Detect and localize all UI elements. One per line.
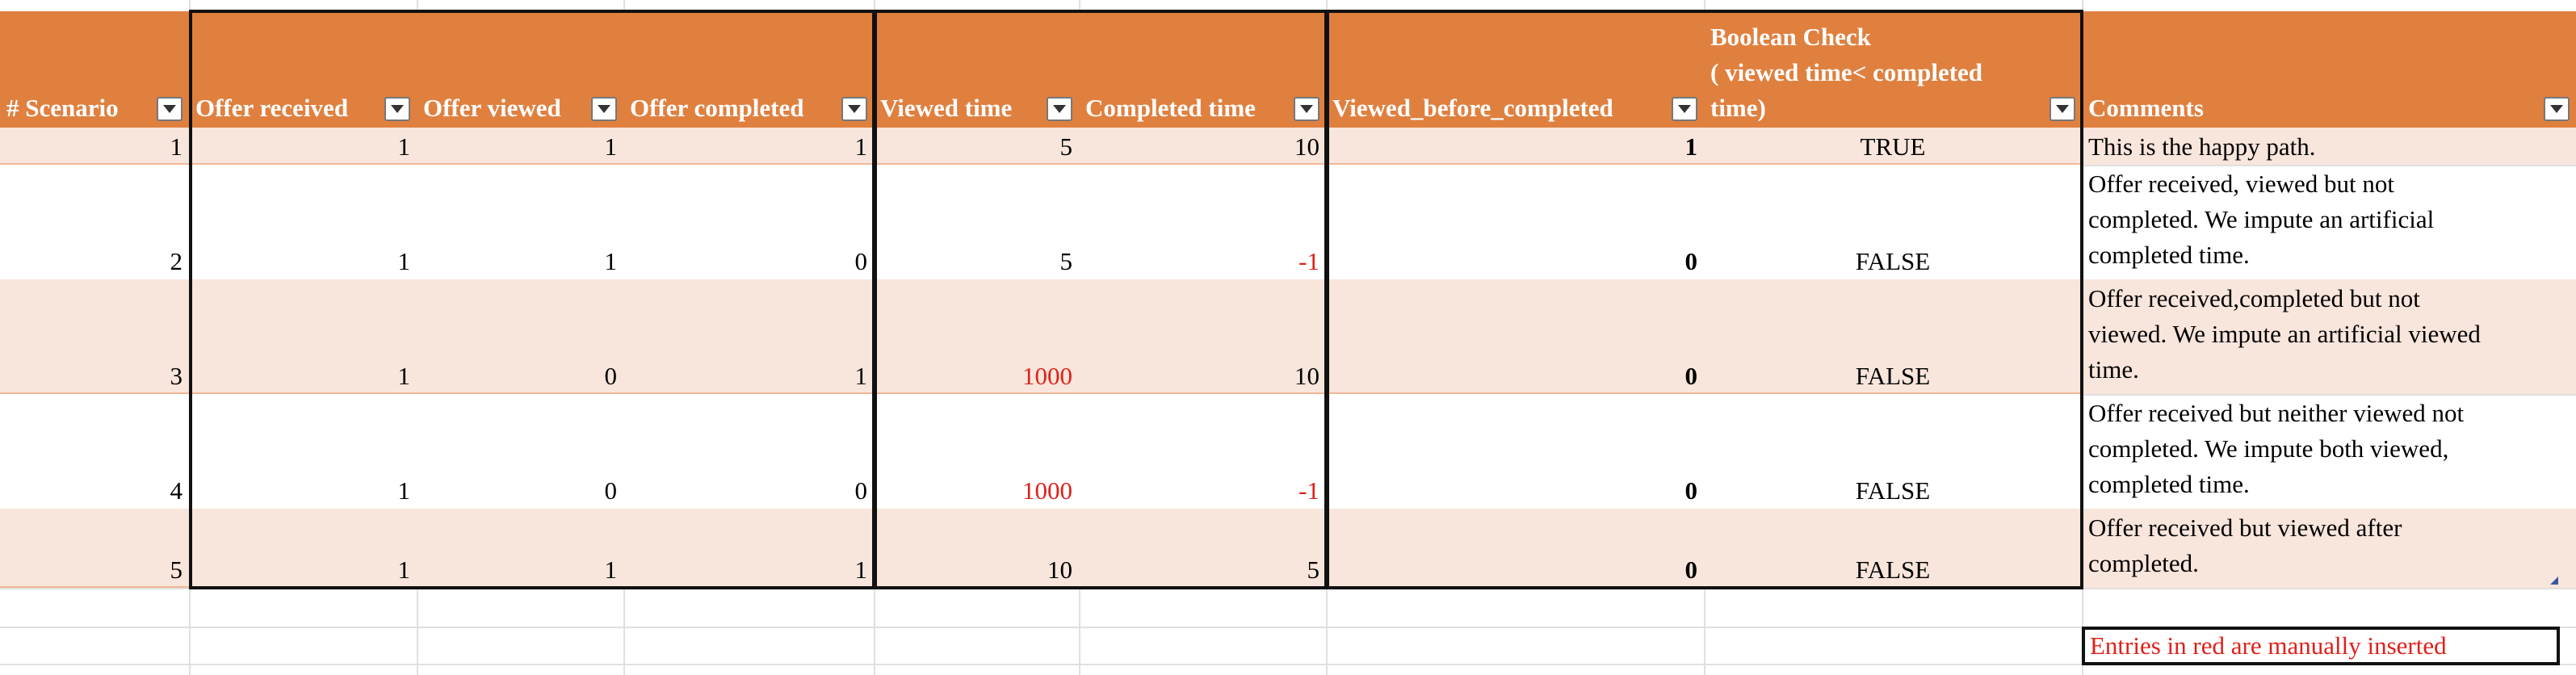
cell-completed-time[interactable]: -1 — [1298, 247, 1319, 275]
cell-completed-time[interactable]: 10 — [1294, 362, 1319, 390]
cell-scenario[interactable]: 3 — [170, 362, 183, 390]
cell-viewed-time[interactable]: 10 — [1047, 556, 1072, 584]
cell-completed[interactable]: 0 — [854, 247, 868, 275]
cell-scenario[interactable]: 5 — [170, 556, 183, 584]
cell-check[interactable]: FALSE — [1855, 556, 1931, 584]
cell-received[interactable]: 1 — [397, 556, 411, 584]
cell-scenario[interactable]: 2 — [170, 247, 183, 275]
row-band — [0, 394, 2082, 509]
gridline-horizontal — [0, 588, 2576, 589]
row-band — [0, 509, 2082, 588]
filter-dropdown-icon[interactable] — [591, 97, 617, 121]
cell-viewed[interactable]: 0 — [604, 362, 618, 390]
cell-received[interactable]: 1 — [397, 476, 411, 505]
cell-viewed[interactable]: 1 — [604, 556, 618, 584]
cell-viewed-time[interactable]: 5 — [1059, 247, 1073, 275]
column-header: Viewed time — [874, 11, 1079, 128]
column-header: Boolean Check ( viewed time< completed t… — [1704, 11, 2082, 128]
column-header-label: Viewed time — [880, 94, 1013, 122]
cell-completed[interactable]: 0 — [854, 476, 868, 505]
column-header: Viewed_before_completed — [1326, 11, 1704, 128]
filter-dropdown-icon[interactable] — [2544, 97, 2570, 121]
column-header: Offer viewed — [417, 11, 623, 128]
column-header: Offer completed — [623, 11, 874, 128]
filter-dropdown-icon[interactable] — [2049, 97, 2075, 121]
cell-scenario[interactable]: 4 — [170, 476, 183, 505]
comment-band — [2082, 509, 2576, 588]
cell-completed-time[interactable]: -1 — [1298, 476, 1319, 505]
filter-dropdown-icon[interactable] — [1294, 97, 1319, 121]
cell-vbc[interactable]: 1 — [1684, 132, 1698, 161]
column-header-label: Offer viewed — [423, 94, 561, 122]
column-header-label: # Scenario — [6, 94, 119, 122]
column-header-label: Offer received — [195, 94, 349, 122]
cell-vbc[interactable]: 0 — [1684, 476, 1698, 505]
column-header: Offer received — [189, 11, 417, 128]
column-header-label: Completed time — [1085, 94, 1256, 122]
filter-dropdown-icon[interactable] — [1672, 97, 1697, 121]
comment-band — [2082, 279, 2576, 394]
filter-dropdown-icon[interactable] — [157, 97, 183, 121]
cell-received[interactable]: 1 — [397, 132, 411, 161]
cell-received[interactable]: 1 — [397, 247, 411, 275]
column-header-label: Offer completed — [630, 94, 804, 122]
cell-check[interactable]: FALSE — [1855, 247, 1931, 275]
cell-viewed-time[interactable]: 5 — [1059, 132, 1073, 161]
cell-viewed-time[interactable]: 1000 — [1022, 476, 1072, 505]
column-header: Completed time — [1079, 11, 1326, 128]
column-header-label: Viewed_before_completed — [1332, 94, 1613, 122]
column-header-label: Boolean Check ( viewed time< completed t… — [1710, 23, 1983, 122]
cell-comment[interactable]: Offer received, viewed but not completed… — [2088, 170, 2435, 269]
cell-viewed-time[interactable]: 1000 — [1022, 362, 1072, 390]
cell-viewed[interactable]: 1 — [604, 132, 618, 161]
filter-dropdown-icon[interactable] — [1047, 97, 1072, 121]
cell-comment[interactable]: Offer received,completed but not viewed.… — [2088, 284, 2481, 384]
table-resize-handle-icon[interactable] — [2550, 576, 2558, 585]
cell-check[interactable]: TRUE — [1860, 132, 1926, 161]
column-header: # Scenario — [0, 11, 189, 128]
cell-comment[interactable]: Offer received but viewed after complete… — [2088, 514, 2402, 577]
cell-scenario[interactable]: 1 — [170, 132, 183, 161]
cell-viewed[interactable]: 1 — [604, 247, 618, 275]
row-band — [0, 279, 2082, 394]
row-band — [0, 165, 2082, 279]
comment-band — [2082, 128, 2576, 165]
cell-completed[interactable]: 1 — [854, 556, 868, 584]
cell-vbc[interactable]: 0 — [1684, 556, 1698, 584]
row-band — [0, 128, 2082, 165]
cell-comment[interactable]: This is the happy path. — [2088, 132, 2316, 161]
cell-completed[interactable]: 1 — [854, 362, 868, 390]
manual-entry-note: Entries in red are manually inserted — [2082, 627, 2560, 665]
cell-vbc[interactable]: 0 — [1684, 362, 1698, 390]
filter-dropdown-icon[interactable] — [841, 97, 867, 121]
cell-viewed[interactable]: 0 — [604, 476, 618, 505]
cell-vbc[interactable]: 0 — [1684, 247, 1698, 275]
cell-completed-time[interactable]: 10 — [1294, 132, 1319, 161]
cell-check[interactable]: FALSE — [1855, 362, 1931, 390]
gridline-horizontal — [0, 664, 2576, 665]
gridline-horizontal — [0, 627, 2576, 628]
filter-dropdown-icon[interactable] — [384, 97, 410, 121]
column-header-label: Comments — [2088, 94, 2204, 122]
column-header: Comments — [2082, 11, 2576, 128]
cell-check[interactable]: FALSE — [1855, 476, 1931, 505]
cell-comment[interactable]: Offer received but neither viewed not co… — [2088, 399, 2465, 498]
cell-completed[interactable]: 1 — [854, 132, 868, 161]
cell-received[interactable]: 1 — [397, 362, 411, 390]
cell-completed-time[interactable]: 5 — [1307, 556, 1320, 584]
